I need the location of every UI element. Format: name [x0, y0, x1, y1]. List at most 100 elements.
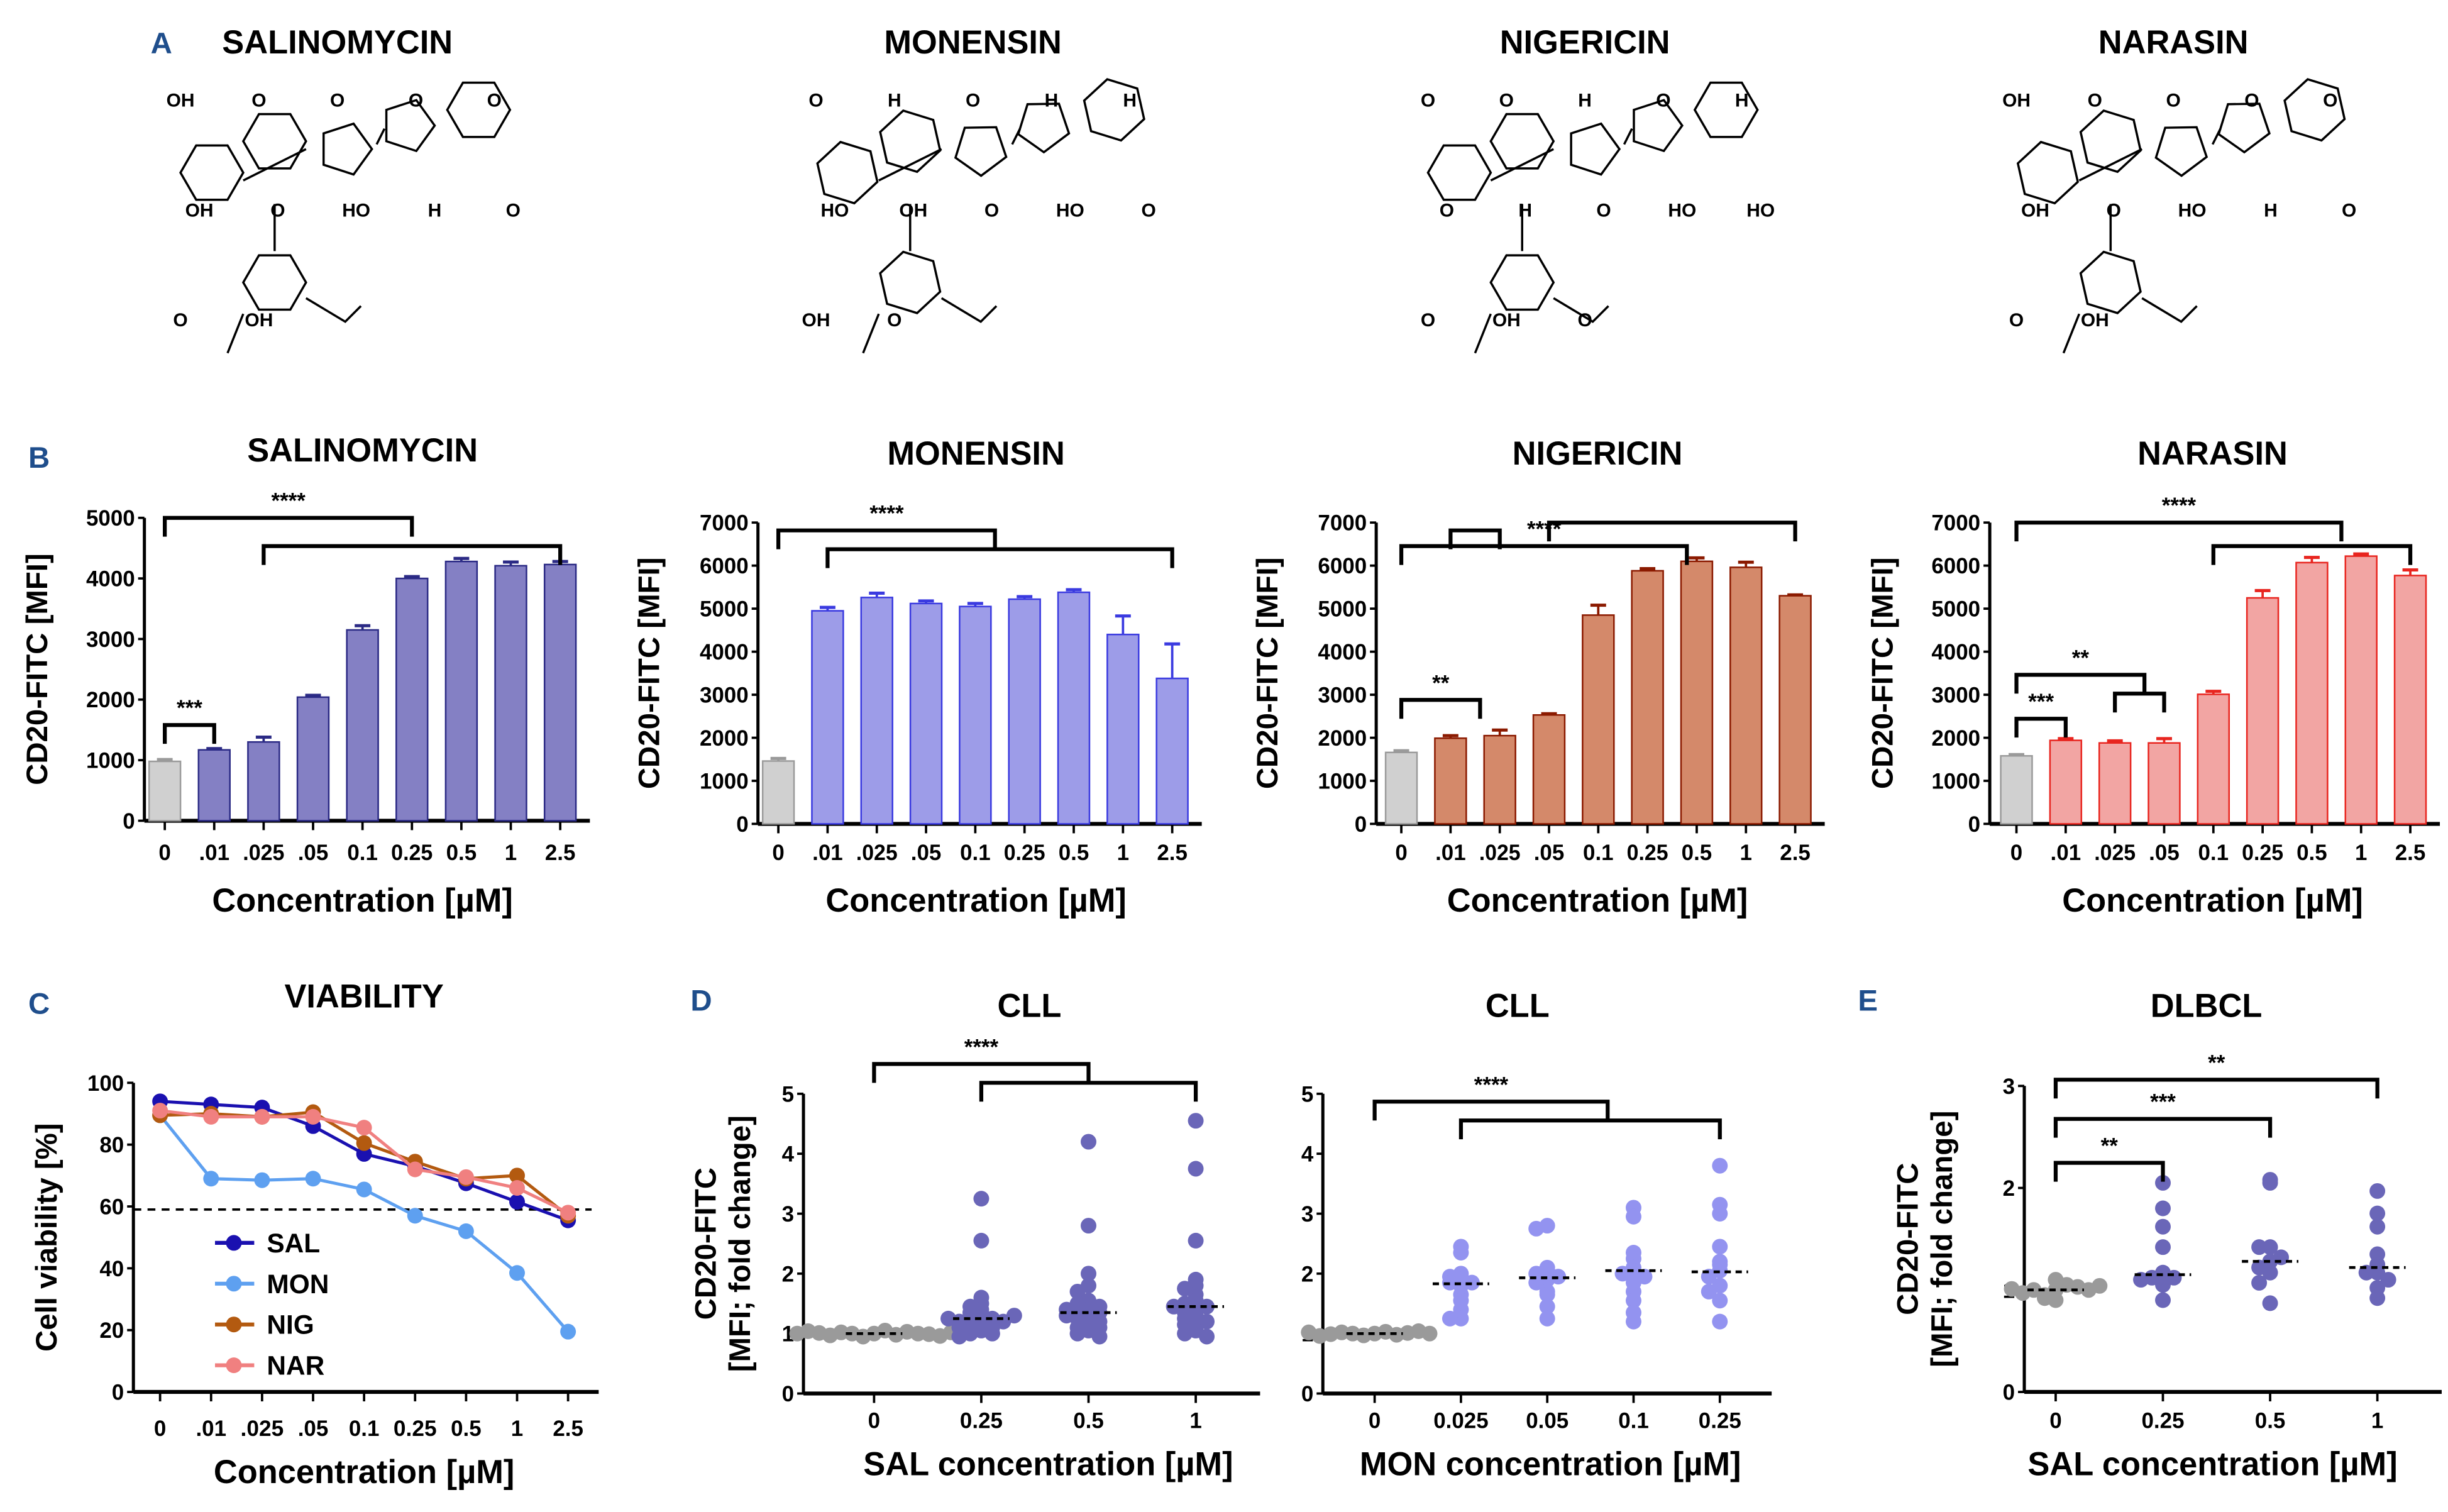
atom-label: OH [167, 91, 195, 111]
x-tick-label: 0.25 [2242, 841, 2283, 865]
y-tick-label: 5000 [1318, 597, 1367, 622]
chart-title: CLL [1486, 988, 1550, 1024]
bar [2049, 739, 2083, 825]
data-point [1188, 1161, 1204, 1177]
data-point [2155, 1292, 2171, 1308]
atom-label: H [888, 91, 901, 111]
data-point [1301, 1324, 1317, 1340]
chart-title: NIGERICIN [1513, 436, 1683, 472]
legend-label: NAR [267, 1351, 324, 1381]
bar [148, 760, 182, 822]
x-tick-label: 1 [1189, 1408, 1201, 1433]
significance-bracket [2053, 1117, 2273, 1138]
x-tick-label: .05 [1534, 841, 1565, 865]
x-tick-label: 0.5 [1682, 841, 1712, 865]
bar [1631, 570, 1664, 825]
data-point [2155, 1218, 2171, 1235]
data-point [1539, 1310, 1555, 1327]
data-point [2036, 1290, 2053, 1306]
atom-label: O [409, 91, 423, 111]
x-axis-label: Concentration [µM] [2062, 883, 2363, 919]
atom-label: O [984, 200, 999, 221]
x-tick-label: 0.25 [391, 841, 433, 865]
x-axis-label: Concentration [µM] [212, 883, 513, 919]
x-tick-label: 1 [505, 841, 517, 865]
data-point-nar [356, 1120, 372, 1136]
y-tick-label: 3 [2003, 1074, 2015, 1099]
chain-bond [862, 128, 1022, 354]
bar [811, 610, 844, 825]
y-tick-label: 0 [123, 809, 135, 834]
y-tick-label: 2 [1301, 1262, 1313, 1286]
data-point [2262, 1295, 2278, 1311]
data-point [1069, 1325, 1086, 1342]
y-tick-label: 2000 [700, 726, 749, 751]
atom-label: H [428, 200, 442, 221]
bar [494, 565, 527, 822]
data-point [2251, 1274, 2268, 1291]
data-point [2262, 1264, 2278, 1281]
x-tick-label: 0.1 [1618, 1408, 1649, 1433]
significance-bracket [1399, 698, 1482, 719]
y-tick-label: 0 [1301, 1382, 1313, 1406]
data-point-nar [254, 1108, 270, 1125]
y-tick-label: 0 [2003, 1381, 2015, 1405]
legend-label: NIG [267, 1310, 314, 1340]
ring-bond [179, 144, 245, 201]
ring-bond [2016, 140, 2080, 205]
atom-label: O [270, 200, 285, 221]
x-tick-label: 0.1 [1583, 841, 1614, 865]
atom-label: O [1440, 200, 1454, 221]
ring-bond [1693, 81, 1759, 138]
significance-bracket [1399, 544, 1689, 565]
chart-c: VIABILITY Concentration [µM] Cell viabilit… [28, 979, 599, 1491]
y-tick-label: 2000 [1318, 726, 1367, 751]
atom-label: HO [1056, 200, 1084, 221]
x-tick-label: 0.1 [960, 841, 991, 865]
atom-label: O [2342, 200, 2356, 221]
data-point-mon [203, 1171, 219, 1187]
bar [1729, 566, 1763, 825]
data-point [1712, 1157, 1728, 1174]
significance-bracket [2211, 544, 2413, 565]
significance-bracket [776, 528, 997, 549]
y-axis-label: CD20-FITC [MFI] [1251, 557, 1284, 789]
data-point [1453, 1310, 1469, 1327]
y-axis-label: CD20-FITC [1891, 1163, 1924, 1315]
chart-title: DLBCL [2151, 988, 2263, 1024]
atom-label: O [1142, 200, 1156, 221]
y-tick-label: 20 [99, 1318, 124, 1343]
x-tick-label: 0 [1395, 841, 1407, 865]
x-tick-label: .025 [243, 841, 284, 865]
data-point [2369, 1183, 2386, 1199]
atom-label: O [1421, 91, 1435, 111]
y-tick-label: 1 [782, 1322, 794, 1347]
data-point [2251, 1239, 2268, 1255]
significance-bracket [2014, 673, 2147, 694]
data-point [1421, 1325, 1438, 1342]
y-tick-label: 3000 [1931, 683, 1980, 708]
data-point [1091, 1320, 1108, 1336]
data-point-mon [254, 1172, 270, 1188]
atom-label: HO [821, 200, 849, 221]
bar [1680, 560, 1714, 825]
ring-bond [1083, 78, 1145, 142]
y-tick-label: 1000 [1931, 769, 1980, 793]
ring-bond [1017, 102, 1071, 154]
data-point [1626, 1313, 1641, 1330]
data-point [2262, 1174, 2278, 1191]
atom-label: OH [899, 200, 927, 221]
legend-marker [226, 1235, 242, 1251]
y-tick-label: 1000 [1318, 769, 1367, 793]
bar [2344, 555, 2378, 825]
atom-label: O [1596, 200, 1611, 221]
significance-bracket [1448, 528, 1502, 549]
data-point [2380, 1272, 2396, 1288]
atom-label: O [1499, 91, 1514, 111]
chart-b2: MONENSIN Concentration [µM] CD20-FITC [MFI… [632, 436, 1202, 919]
y-tick-label: 5000 [700, 597, 749, 622]
y-tick-label: 3000 [700, 683, 749, 708]
significance-bracket [2053, 1078, 2379, 1099]
x-tick-label: .05 [911, 841, 942, 865]
bar [1582, 614, 1615, 825]
